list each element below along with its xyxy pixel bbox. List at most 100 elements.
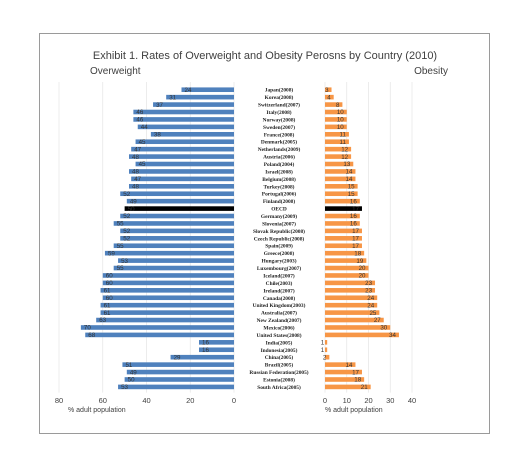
category-label: Czech Republic(2008) <box>254 235 305 242</box>
obesity-value-label: 1 <box>321 347 325 354</box>
obesity-bar <box>325 288 376 293</box>
overweight-value-label: 59 <box>108 250 115 257</box>
category-label: Ireland(2007) <box>263 287 295 294</box>
obesity-value-label: 10 <box>337 117 344 124</box>
overweight-bar <box>96 317 234 323</box>
chart-frame: Exhibit 1. Rates of Overweight and Obesi… <box>39 33 490 434</box>
obesity-value-label: 16 <box>350 198 357 205</box>
overweight-value-label: 68 <box>88 332 95 339</box>
overweight-bar <box>100 288 234 293</box>
obesity-value-label: 2 <box>323 354 327 361</box>
overweight-bar <box>102 280 234 286</box>
category-label: Sweden(2007) <box>263 124 295 131</box>
overweight-bar <box>126 369 234 375</box>
overweight-value-label: 55 <box>117 221 124 228</box>
obesity-tick-label: 10 <box>343 396 351 405</box>
obesity-bar <box>325 154 352 159</box>
overweight-value-label: 52 <box>123 228 130 235</box>
obesity-value-label: 16 <box>350 221 357 228</box>
overweight-axis-label: % adult population <box>68 407 126 414</box>
overweight-bar <box>135 161 234 167</box>
overweight-bar <box>129 184 234 189</box>
category-label: South Africa(2005) <box>257 384 301 391</box>
obesity-value-label: 14 <box>346 362 353 369</box>
overweight-value-label: 52 <box>123 191 130 198</box>
obesity-value-label: 17 <box>352 236 359 243</box>
obesity-bar <box>325 354 330 360</box>
category-label: Japan(2008) <box>265 87 294 94</box>
overweight-value-label: 60 <box>106 280 113 287</box>
overweight-bar <box>199 347 234 353</box>
category-label: Australia(2007) <box>261 310 297 317</box>
obesity-bar <box>325 280 376 286</box>
obesity-value-label: 4 <box>327 94 331 101</box>
overweight-value-label: 51 <box>125 362 132 369</box>
obesity-value-label: 12 <box>341 146 348 153</box>
obesity-value-label: 17 <box>352 228 359 235</box>
obesity-bar <box>325 258 367 263</box>
obesity-bar <box>325 102 343 107</box>
overweight-value-label: 38 <box>154 131 161 138</box>
obesity-bar <box>325 169 356 174</box>
overweight-tick-label: 0 <box>232 396 236 405</box>
overweight-bar <box>129 169 234 174</box>
overweight-bar <box>124 377 234 382</box>
category-label: China(2005) <box>265 354 294 361</box>
category-label: Switzerland(2007) <box>258 102 300 109</box>
obesity-bar <box>325 146 352 152</box>
overweight-bar <box>153 102 234 107</box>
obesity-value-label: 8 <box>336 102 340 109</box>
category-label: Chile(2003) <box>266 280 293 287</box>
overweight-bar <box>100 310 234 315</box>
obesity-heading: Obesity <box>414 66 448 77</box>
obesity-bar <box>325 236 362 241</box>
obesity-value-label: 14 <box>346 176 353 183</box>
category-label: Mexico(2006) <box>263 324 294 331</box>
overweight-bar <box>199 340 234 345</box>
overweight-bar <box>85 332 234 338</box>
overweight-value-label: 31 <box>169 94 176 101</box>
obesity-bar <box>325 340 328 345</box>
overweight-value-label: 55 <box>117 243 124 250</box>
overweight-value-label: 16 <box>202 340 209 347</box>
obesity-value-label: 17 <box>352 369 359 376</box>
category-label: Denmark(2005) <box>261 139 297 146</box>
obesity-bar <box>325 273 369 278</box>
category-label: Hungary(2003) <box>261 258 296 265</box>
category-label: Germany(2009) <box>261 213 297 220</box>
overweight-value-label: 16 <box>202 347 209 354</box>
overweight-bar <box>166 94 234 100</box>
obesity-value-label: 23 <box>365 280 372 287</box>
category-label: Slovenia(2007) <box>262 220 296 227</box>
category-label: Canada(2008) <box>263 295 296 302</box>
obesity-tick-label: 30 <box>386 396 394 405</box>
category-labels: Japan(2008)Korea(2008)Switzerland(2007)I… <box>249 87 308 391</box>
obesity-value-label: 21 <box>361 384 368 391</box>
obesity-value-label: 34 <box>389 332 396 339</box>
obesity-bar <box>325 191 358 197</box>
overweight-value-label: 61 <box>104 310 111 317</box>
overweight-bar <box>118 258 234 263</box>
obesity-bar <box>325 176 356 182</box>
obesity-tick-label: 20 <box>364 396 372 405</box>
overweight-bar <box>118 384 234 390</box>
obesity-value-label: 3 <box>325 87 329 94</box>
obesity-bar <box>325 221 360 226</box>
overweight-bar <box>120 236 234 241</box>
overweight-bars <box>80 87 234 390</box>
obesity-bar <box>325 198 360 204</box>
overweight-bar <box>170 354 234 360</box>
obesity-value-label: 27 <box>374 317 381 324</box>
overweight-value-label: 49 <box>130 198 137 205</box>
category-label: France(2008) <box>264 131 295 138</box>
category-label: Luxembourg(2007) <box>257 265 302 272</box>
obesity-bar <box>325 347 328 353</box>
overweight-value-label: 50 <box>128 377 135 384</box>
overweight-bar <box>181 87 234 93</box>
obesity-value-label: 11 <box>339 139 346 146</box>
overweight-value-label: 48 <box>132 184 139 191</box>
obesity-bar <box>325 302 378 308</box>
overweight-value-label: 45 <box>139 139 146 146</box>
overweight-bar <box>150 131 234 137</box>
category-label: New Zealand(2007) <box>257 317 302 324</box>
